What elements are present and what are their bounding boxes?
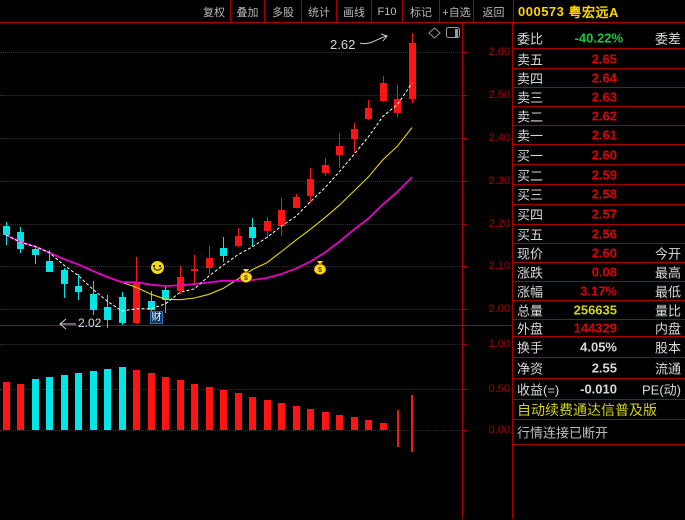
svg-text:$: $ — [244, 275, 248, 282]
svg-text:$: $ — [318, 267, 322, 274]
